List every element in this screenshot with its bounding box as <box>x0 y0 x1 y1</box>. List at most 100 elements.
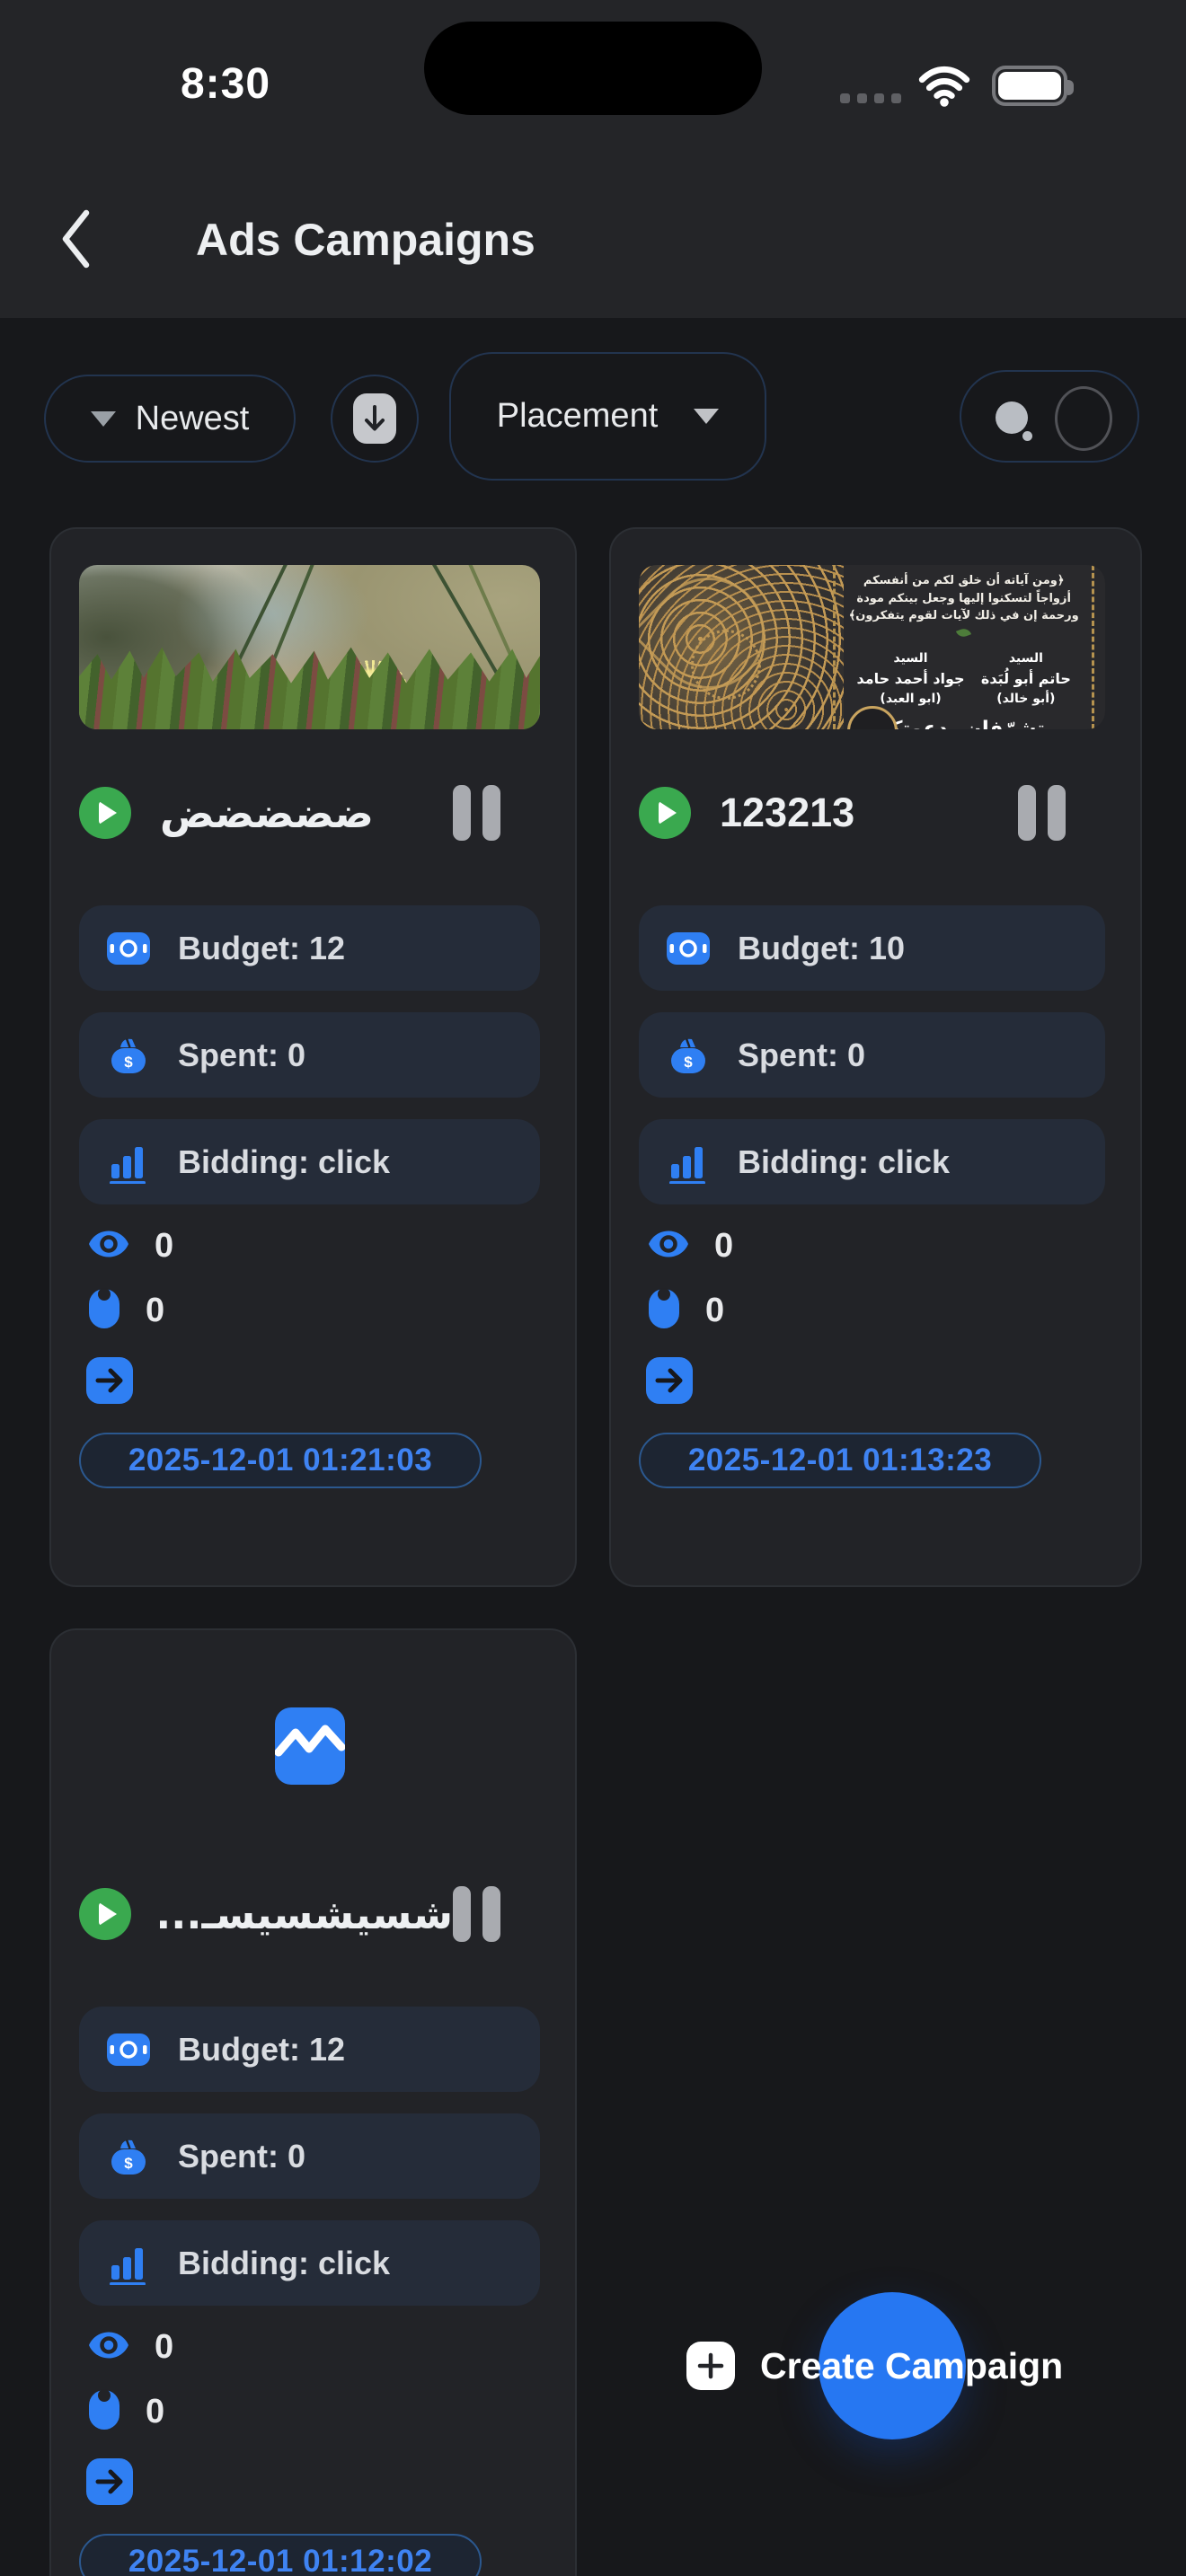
views-count: 0 <box>155 1226 174 1265</box>
card-title-row: شسيشسيسـ... <box>79 1886 540 1942</box>
create-campaign-fab[interactable] <box>819 2292 966 2439</box>
pause-button[interactable] <box>453 785 500 841</box>
eye-icon <box>88 1230 129 1263</box>
clicks-row: 0 <box>648 1287 1105 1330</box>
campaign-title: 123213 <box>720 790 855 835</box>
bidding-row: Bidding: click <box>79 2220 540 2306</box>
sort-dropdown[interactable]: Newest <box>44 375 296 463</box>
card-title-row: 123213 <box>639 785 1105 841</box>
banknote-icon <box>106 2033 151 2066</box>
clicks-row: 0 <box>88 1287 540 1330</box>
open-campaign-button[interactable] <box>86 2458 133 2505</box>
money-bag-icon: $ <box>106 2137 151 2176</box>
views-count: 0 <box>714 1226 734 1265</box>
views-count: 0 <box>155 2327 174 2366</box>
image-broken-icon <box>274 1707 345 1789</box>
svg-text:$: $ <box>684 1054 693 1071</box>
flower-detail <box>337 660 408 717</box>
views-row: 0 <box>648 1226 1105 1266</box>
placement-dropdown[interactable]: Placement <box>449 352 766 481</box>
placement-dropdown-label: Placement <box>496 397 659 435</box>
spent-row: $ Spent: 0 <box>79 2113 540 2199</box>
budget-label: Budget: 12 <box>178 2030 346 2068</box>
status-time: 8:30 <box>180 60 271 108</box>
bidding-row: Bidding: click <box>639 1119 1105 1204</box>
cellular-signal-icon <box>840 93 901 103</box>
spent-label: Spent: 0 <box>178 2137 306 2175</box>
campaign-image-placeholder <box>79 1666 540 1831</box>
mouse-icon <box>88 2388 120 2435</box>
budget-label: Budget: 10 <box>738 929 906 966</box>
toggle-ring-icon <box>1055 386 1112 451</box>
campaign-title: شسيشسيسـ... <box>160 1890 453 1938</box>
budget-row: Budget: 12 <box>79 2007 540 2092</box>
arrow-down-icon <box>353 393 396 444</box>
dynamic-island <box>424 22 762 115</box>
clicks-count: 0 <box>146 2392 165 2430</box>
clicks-count: 0 <box>705 1291 725 1329</box>
bidding-label: Bidding: click <box>178 2244 391 2281</box>
created-date-badge: 2025-12-01 01:13:23 <box>639 1433 1041 1488</box>
back-button[interactable] <box>50 207 101 271</box>
sort-dropdown-label: Newest <box>135 399 250 437</box>
open-campaign-button[interactable] <box>646 1357 693 1404</box>
views-row: 0 <box>88 1226 540 1266</box>
battery-icon <box>992 66 1074 106</box>
mouse-icon <box>88 1287 120 1334</box>
chevron-down-icon <box>694 409 720 424</box>
spent-label: Spent: 0 <box>738 1036 866 1073</box>
toggle-knob-dot <box>1022 431 1032 441</box>
budget-row: Budget: 10 <box>639 905 1105 991</box>
bar-chart-icon <box>106 2242 151 2285</box>
bar-chart-icon <box>666 1141 711 1184</box>
svg-text:$: $ <box>124 1054 133 1071</box>
bidding-label: Bidding: click <box>178 1142 391 1180</box>
gold-ornament <box>639 565 845 729</box>
mouse-icon <box>648 1287 680 1334</box>
svg-text:$: $ <box>124 2155 133 2172</box>
play-status-icon <box>639 787 691 839</box>
bar-chart-icon <box>106 1141 151 1184</box>
created-date-badge: 2025-12-01 01:12:02 <box>79 2534 482 2576</box>
open-campaign-button[interactable] <box>86 1357 133 1404</box>
eye-icon <box>88 2331 129 2364</box>
campaign-card[interactable]: ضضضضض Budget: 12 $ Spent: 0 Bidding: cli… <box>49 527 577 1587</box>
pause-button[interactable] <box>1018 785 1066 841</box>
play-status-icon <box>79 1888 131 1940</box>
card-column-left: ضضضضض Budget: 12 $ Spent: 0 Bidding: cli… <box>49 527 577 2576</box>
spent-row: $ Spent: 0 <box>79 1012 540 1098</box>
pause-button[interactable] <box>453 1886 500 1942</box>
toggle-knob-icon <box>996 401 1028 434</box>
created-date-badge: 2025-12-01 01:21:03 <box>79 1433 482 1488</box>
eye-icon <box>648 1230 689 1263</box>
banknote-icon <box>666 931 711 965</box>
campaign-image <box>79 565 540 729</box>
budget-label: Budget: 12 <box>178 929 346 966</box>
chevron-down-icon <box>90 410 116 427</box>
spent-row: $ Spent: 0 <box>639 1012 1105 1098</box>
page-title: Ads Campaigns <box>196 215 535 265</box>
invitation-text: ﴿ومن آياته أن خلق لكم من أنفسكم أزواجاً … <box>833 565 1094 729</box>
spent-label: Spent: 0 <box>178 1036 306 1073</box>
views-row: 0 <box>88 2327 540 2367</box>
campaign-image: ﴿ومن آياته أن خلق لكم من أنفسكم أزواجاً … <box>639 565 1105 729</box>
money-bag-icon: $ <box>666 1036 711 1075</box>
card-title-row: ضضضضض <box>79 785 540 841</box>
campaign-card[interactable]: شسيشسيسـ... Budget: 12 $ Spent: 0 Biddin… <box>49 1628 577 2576</box>
banknote-icon <box>106 931 151 965</box>
campaign-title: ضضضضض <box>160 789 374 837</box>
header: 8:30 Ads Campaigns <box>0 0 1186 318</box>
green-sprig-icon <box>956 626 972 639</box>
bidding-row: Bidding: click <box>79 1119 540 1204</box>
campaign-card[interactable]: ﴿ومن آياته أن خلق لكم من أنفسكم أزواجاً … <box>609 527 1142 1587</box>
clicks-count: 0 <box>146 1291 165 1329</box>
view-toggle[interactable] <box>960 370 1139 463</box>
bidding-label: Bidding: click <box>738 1142 951 1180</box>
play-status-icon <box>79 787 131 839</box>
budget-row: Budget: 12 <box>79 905 540 991</box>
money-bag-icon: $ <box>106 1036 151 1075</box>
card-column-right: ﴿ومن آياته أن خلق لكم من أنفسكم أزواجاً … <box>609 527 1142 1587</box>
plus-icon <box>686 2342 735 2390</box>
clicks-row: 0 <box>88 2388 540 2431</box>
sort-direction-button[interactable] <box>331 375 419 463</box>
